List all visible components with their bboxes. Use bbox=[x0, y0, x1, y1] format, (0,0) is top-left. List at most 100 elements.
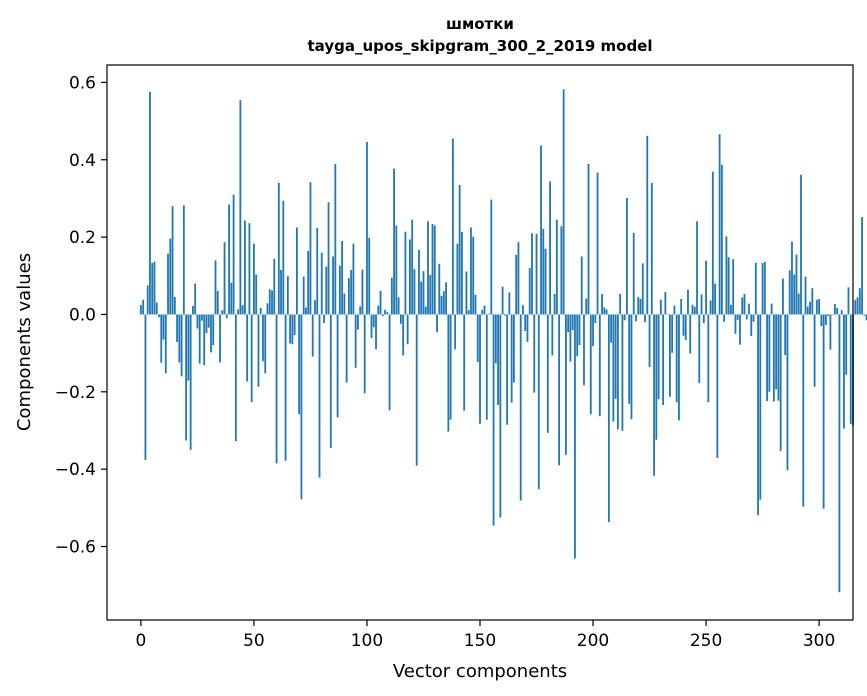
bar-192 bbox=[574, 314, 576, 559]
bar-99 bbox=[363, 314, 366, 394]
bar-89 bbox=[341, 240, 344, 315]
bar-292 bbox=[800, 174, 802, 315]
bar-209 bbox=[612, 314, 615, 422]
bar-93 bbox=[350, 269, 353, 315]
bar-204 bbox=[601, 293, 603, 315]
bar-126 bbox=[424, 306, 427, 315]
bar-273 bbox=[757, 314, 759, 516]
bar-279 bbox=[770, 303, 773, 315]
bar-161 bbox=[503, 314, 506, 316]
bar-190 bbox=[569, 314, 572, 362]
bar-81 bbox=[323, 314, 325, 323]
bar-30 bbox=[207, 314, 210, 328]
bar-301 bbox=[820, 314, 823, 327]
bar-11 bbox=[164, 314, 167, 374]
bar-92 bbox=[347, 278, 350, 315]
bar-98 bbox=[361, 269, 364, 315]
bar-202 bbox=[596, 172, 599, 315]
bar-268 bbox=[745, 314, 748, 320]
bar-114 bbox=[397, 297, 400, 315]
bar-191 bbox=[571, 314, 574, 330]
bar-150 bbox=[479, 314, 481, 424]
bar-42 bbox=[234, 314, 237, 442]
bar-95 bbox=[354, 314, 357, 368]
bar-288 bbox=[791, 241, 793, 315]
bar-283 bbox=[779, 314, 782, 451]
y-tick-label: −0.2 bbox=[55, 383, 96, 403]
bar-80 bbox=[320, 252, 323, 315]
bar-313 bbox=[847, 287, 850, 315]
bar-311 bbox=[843, 314, 845, 429]
bar-109 bbox=[386, 312, 389, 315]
bar-82 bbox=[325, 266, 328, 315]
bar-78 bbox=[316, 227, 319, 315]
bar-151 bbox=[481, 309, 484, 315]
bar-5 bbox=[151, 263, 154, 315]
bar-106 bbox=[379, 290, 382, 315]
bar-173 bbox=[531, 233, 533, 315]
y-axis-label: Components values bbox=[14, 253, 35, 431]
bar-287 bbox=[788, 270, 791, 315]
x-axis-label: Vector components bbox=[393, 661, 567, 682]
bar-8 bbox=[158, 314, 160, 318]
bar-91 bbox=[345, 314, 348, 383]
bar-160 bbox=[501, 286, 504, 315]
y-tick-label: 0.4 bbox=[69, 151, 96, 171]
bar-series bbox=[140, 89, 867, 593]
bar-137 bbox=[449, 314, 452, 420]
bar-35 bbox=[219, 314, 221, 363]
bar-83 bbox=[327, 202, 330, 315]
bar-31 bbox=[210, 314, 212, 353]
bar-171 bbox=[526, 314, 529, 342]
bar-290 bbox=[795, 254, 798, 315]
bar-267 bbox=[743, 293, 746, 315]
bar-135 bbox=[445, 282, 447, 315]
bar-131 bbox=[436, 314, 438, 333]
bar-6 bbox=[153, 261, 156, 315]
bar-308 bbox=[836, 307, 839, 315]
bar-53 bbox=[259, 307, 262, 315]
bar-274 bbox=[759, 314, 762, 500]
bar-282 bbox=[777, 314, 780, 401]
bar-182 bbox=[551, 314, 554, 356]
x-tick-label: 50 bbox=[243, 631, 265, 651]
bar-113 bbox=[395, 225, 398, 315]
bar-177 bbox=[540, 145, 542, 315]
bar-197 bbox=[585, 298, 588, 315]
bar-213 bbox=[621, 314, 624, 431]
bar-62 bbox=[280, 269, 282, 315]
bar-231 bbox=[662, 314, 665, 405]
bar-7 bbox=[155, 302, 158, 315]
bar-223 bbox=[644, 314, 646, 323]
bar-47 bbox=[246, 314, 249, 382]
bar-102 bbox=[370, 314, 373, 339]
bar-201 bbox=[594, 314, 597, 323]
bar-181 bbox=[549, 181, 551, 315]
bar-55 bbox=[264, 314, 267, 374]
bar-212 bbox=[619, 293, 622, 315]
bar-178 bbox=[542, 228, 545, 315]
bar-21 bbox=[187, 314, 190, 381]
bar-165 bbox=[513, 314, 515, 383]
bar-121 bbox=[413, 269, 416, 315]
bar-298 bbox=[813, 314, 816, 387]
bar-228 bbox=[655, 314, 658, 440]
bar-262 bbox=[732, 259, 735, 315]
bar-196 bbox=[583, 314, 585, 386]
bar-25 bbox=[196, 314, 199, 329]
bar-299 bbox=[815, 299, 818, 315]
bar-138 bbox=[451, 138, 454, 315]
y-tick-label: 0.0 bbox=[69, 305, 96, 325]
bar-260 bbox=[727, 257, 730, 315]
bar-186 bbox=[560, 226, 563, 315]
x-tick-label: 100 bbox=[351, 631, 383, 651]
bar-166 bbox=[515, 254, 518, 315]
bar-242 bbox=[687, 289, 689, 315]
bar-259 bbox=[725, 236, 728, 315]
bar-278 bbox=[768, 314, 771, 392]
bar-255 bbox=[716, 314, 719, 458]
bar-118 bbox=[406, 314, 409, 345]
bar-49 bbox=[250, 314, 253, 403]
bar-226 bbox=[650, 182, 653, 315]
